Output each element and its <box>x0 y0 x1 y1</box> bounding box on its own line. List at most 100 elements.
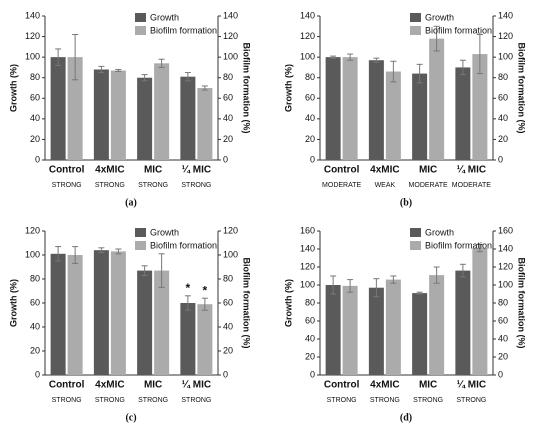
y-tick-label: 100 <box>300 279 315 289</box>
legend-swatch <box>410 228 421 237</box>
bar <box>197 88 213 160</box>
y2-tick-label: 60 <box>498 93 508 103</box>
significance-marker: * <box>186 281 191 295</box>
y-tick-label: 60 <box>305 93 315 103</box>
bar <box>472 54 488 160</box>
legend-swatch <box>135 26 146 35</box>
legend-label: Growth <box>150 12 179 22</box>
bar <box>67 57 83 161</box>
y2-tick-label: 120 <box>498 261 513 271</box>
x-tick-label: 4xMIC <box>95 380 124 391</box>
y-tick-label: 140 <box>300 243 315 253</box>
y-tick-label: 60 <box>30 93 40 103</box>
legend-label: Growth <box>425 12 454 22</box>
bar <box>325 285 341 375</box>
x-tick-label: MIC <box>419 165 437 176</box>
y2-tick-label: 20 <box>498 351 508 361</box>
bar <box>50 253 66 375</box>
legend-label: Biofilm formation <box>425 25 492 35</box>
bar <box>342 57 358 161</box>
y-axis-title: Growth (%) <box>283 64 293 112</box>
y-tick-label: 80 <box>30 273 40 283</box>
panel-label: (a) <box>125 197 137 208</box>
y-axis-title: Growth (%) <box>8 279 18 327</box>
x-tick-label: Control <box>49 380 85 391</box>
y-axis-title: Growth (%) <box>8 64 18 112</box>
significance-marker: * <box>203 283 208 297</box>
bar <box>50 57 66 161</box>
bar <box>325 57 341 161</box>
y2-tick-label: 60 <box>498 315 508 325</box>
bar <box>154 63 170 160</box>
bar <box>197 304 213 375</box>
bar <box>472 248 488 375</box>
legend-swatch <box>410 241 421 250</box>
y-tick-label: 60 <box>30 297 40 307</box>
bar <box>429 38 445 160</box>
x-sublabel: STRONG <box>370 397 400 404</box>
y-tick-label: 40 <box>30 113 40 123</box>
bar <box>93 69 109 160</box>
y2-tick-label: 120 <box>223 225 238 235</box>
bar <box>154 270 170 375</box>
y-tick-label: 40 <box>30 321 40 331</box>
y2-tick-label: 100 <box>223 52 238 62</box>
y-tick-label: 120 <box>25 31 40 41</box>
y2-tick-label: 120 <box>498 31 513 41</box>
y2-tick-label: 80 <box>223 273 233 283</box>
bar <box>342 285 358 375</box>
x-sublabel: STRONG <box>95 182 125 189</box>
y2-tick-label: 140 <box>498 243 513 253</box>
y2-tick-label: 160 <box>498 225 513 235</box>
y2-axis-title: Biofilm formation (%) <box>242 43 252 134</box>
x-tick-label: Control <box>324 165 360 176</box>
y-tick-label: 80 <box>305 72 315 82</box>
bar <box>455 270 471 375</box>
bar <box>137 77 153 160</box>
x-tick-label: ¼ MIC <box>457 165 486 176</box>
legend-label: Biofilm formation <box>150 25 217 35</box>
y-axis-title: Growth (%) <box>283 279 293 327</box>
legend-swatch <box>410 13 421 22</box>
x-sublabel: MODERATE <box>452 182 491 189</box>
x-sublabel: MODERATE <box>322 182 361 189</box>
y-tick-label: 40 <box>305 113 315 123</box>
y-tick-label: 120 <box>300 261 315 271</box>
x-tick-label: MIC <box>144 380 162 391</box>
y-tick-label: 80 <box>30 72 40 82</box>
y2-axis-title: Biofilm formation (%) <box>517 258 527 349</box>
y-tick-label: 140 <box>25 10 40 20</box>
y-tick-label: 40 <box>305 333 315 343</box>
x-tick-label: 4xMIC <box>95 165 124 176</box>
bar <box>137 270 153 375</box>
x-tick-label: ¼ MIC <box>457 380 486 391</box>
legend-swatch <box>135 228 146 237</box>
y2-tick-label: 80 <box>223 72 233 82</box>
bar <box>385 279 401 375</box>
y2-tick-label: 40 <box>498 333 508 343</box>
y2-tick-label: 0 <box>498 154 503 164</box>
y-tick-label: 120 <box>300 31 315 41</box>
bar <box>93 250 109 375</box>
y-tick-label: 0 <box>310 369 315 379</box>
panel-label: (b) <box>400 197 412 208</box>
legend-label: Growth <box>150 227 179 237</box>
x-sublabel: STRONG <box>413 397 443 404</box>
y2-tick-label: 140 <box>498 10 513 20</box>
legend-swatch <box>135 13 146 22</box>
x-sublabel: STRONG <box>181 397 211 404</box>
y2-tick-label: 40 <box>223 321 233 331</box>
x-sublabel: STRONG <box>181 182 211 189</box>
legend-label: Growth <box>425 227 454 237</box>
bar <box>110 70 126 160</box>
y2-tick-label: 0 <box>223 369 228 379</box>
bar <box>67 255 83 375</box>
x-sublabel: STRONG <box>138 397 168 404</box>
x-sublabel: STRONG <box>52 397 82 404</box>
y-tick-label: 20 <box>30 345 40 355</box>
x-tick-label: ¼ MIC <box>182 165 211 176</box>
bar <box>385 71 401 160</box>
y-tick-label: 80 <box>305 297 315 307</box>
y2-tick-label: 80 <box>498 72 508 82</box>
